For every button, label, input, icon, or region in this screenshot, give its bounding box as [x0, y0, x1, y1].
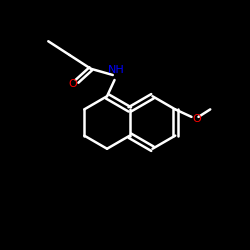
Text: O: O: [68, 79, 77, 89]
Text: O: O: [192, 114, 201, 124]
Text: NH: NH: [108, 65, 124, 75]
